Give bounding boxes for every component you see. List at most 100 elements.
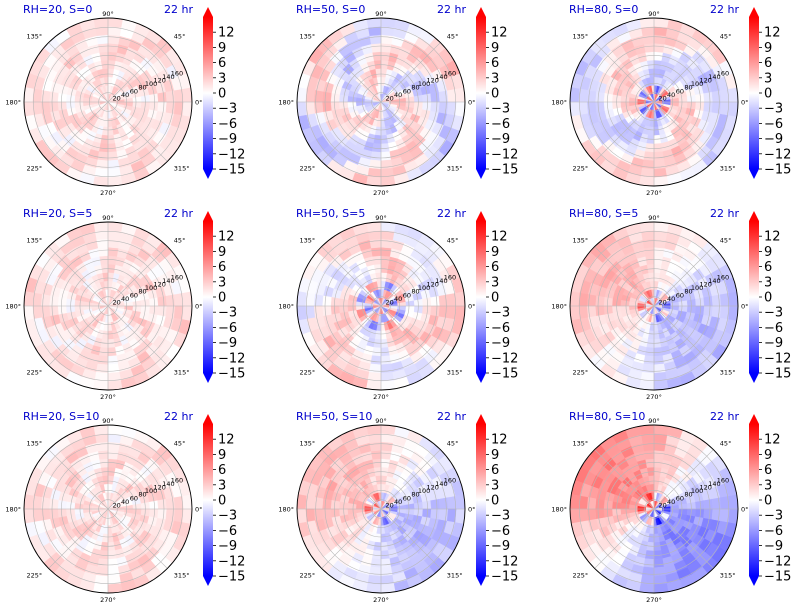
colorbar-tick-label: −9 <box>764 539 783 554</box>
angle-tick-label: 0° <box>468 99 475 107</box>
angular-gridline <box>653 246 714 307</box>
angle-tick-label: 315° <box>720 164 736 172</box>
angular-gridline <box>380 305 441 366</box>
colorbar-tick-label: −6 <box>218 524 237 539</box>
heat-cell <box>296 494 307 510</box>
radial-tick-label: 40 <box>121 91 129 99</box>
angle-tick-label: 180° <box>551 506 567 514</box>
heat-cell <box>157 508 168 520</box>
angle-tick-label: 90° <box>102 417 114 425</box>
angle-tick-label: 90° <box>102 214 114 222</box>
colorbar-tick-label: 6 <box>764 463 772 478</box>
colorbar-tick-label: −9 <box>491 132 510 147</box>
heat-cell <box>97 355 109 366</box>
angle-tick-label: 45° <box>720 237 732 245</box>
angle-tick-label: 270° <box>100 189 116 197</box>
polar-panel: 90°45°0°315°270°225°180°135°20 40 60 801001… <box>278 207 475 401</box>
colorbar-tick-label: −3 <box>491 509 510 524</box>
radial-tick-label: 160 <box>717 476 729 484</box>
heat-cell <box>40 508 51 521</box>
colorbar-tick-label: −15 <box>491 367 518 382</box>
heat-cell <box>96 159 109 170</box>
radial-tick-label: 60 <box>403 291 411 299</box>
radial-tick-label: 100 <box>418 80 430 88</box>
heat-cell <box>107 449 119 460</box>
angle-tick-label: 225° <box>27 368 43 376</box>
radial-tick-label: 140 <box>435 73 447 81</box>
colorbar-extend-min <box>749 373 759 383</box>
heat-cell <box>48 91 59 103</box>
heat-cell <box>438 101 449 114</box>
radial-tick-label: 40 <box>667 295 675 303</box>
heat-cell <box>643 449 655 460</box>
colorbar-extend-max <box>203 211 213 221</box>
angle-tick-label: 90° <box>375 214 387 222</box>
angular-gridline <box>321 42 382 103</box>
heat-cell <box>380 380 396 391</box>
angle-tick-label: 315° <box>720 571 736 579</box>
heat-cell <box>569 101 580 117</box>
heat-cell <box>157 91 168 103</box>
heat-cell <box>639 221 655 232</box>
radial-tick-label: 60 <box>130 291 138 299</box>
heat-cell <box>370 151 382 162</box>
radial-tick-label: 160 <box>171 69 183 77</box>
heat-cell <box>380 424 396 435</box>
heat-cell <box>40 305 51 318</box>
radial-tick-label: 40 <box>394 91 402 99</box>
colorbar-tick-label: −15 <box>764 163 791 178</box>
colorbar-tick-label: 3 <box>764 275 772 290</box>
angle-tick-label: 0° <box>195 99 202 107</box>
colorbar-tick-label: −3 <box>491 102 510 117</box>
heat-cell <box>321 508 332 520</box>
heat-cell <box>48 508 59 520</box>
polar-frame <box>23 221 193 391</box>
heat-cell <box>96 34 109 45</box>
angle-tick-label: 270° <box>100 393 116 401</box>
heat-cell <box>653 583 669 594</box>
colorbar-tick-label: 0 <box>491 291 499 306</box>
angular-gridline <box>380 101 441 162</box>
radial-tick-label: 160 <box>444 273 456 281</box>
heat-cell <box>728 494 739 510</box>
heat-cell <box>653 558 665 569</box>
heat-cell <box>313 305 324 318</box>
heat-cell <box>643 558 655 569</box>
heat-cell <box>48 498 59 510</box>
colorbar-tick-label: 0 <box>491 87 499 102</box>
heat-cell <box>97 42 109 53</box>
colorbar-tick-label: −6 <box>491 524 510 539</box>
colorbar-extend-max <box>749 211 759 221</box>
angular-gridline <box>107 42 168 103</box>
heat-cell <box>586 294 597 307</box>
angle-tick-label: 315° <box>447 571 463 579</box>
heat-cell <box>369 566 382 577</box>
colorbar-tick-label: −9 <box>218 539 237 554</box>
angle-tick-label: 225° <box>573 164 589 172</box>
heat-cell <box>653 42 665 53</box>
heat-cell <box>653 566 666 577</box>
heat-cell <box>653 176 669 187</box>
heat-cell <box>455 101 466 117</box>
heat-cell <box>157 498 168 510</box>
heat-cell <box>711 101 722 114</box>
heat-cell <box>653 34 666 45</box>
heat-cell <box>728 508 739 524</box>
heat-cell <box>642 566 655 577</box>
heat-cell <box>107 583 123 594</box>
radial-tick-label: 80 <box>411 84 419 92</box>
heat-cell <box>23 305 34 321</box>
colorbar-tick-label: −12 <box>491 351 518 366</box>
radial-tick-label: 120 <box>426 281 438 289</box>
radial-tick-label: 120 <box>426 77 438 85</box>
radial-tick-label: 160 <box>444 69 456 77</box>
heat-cell <box>703 295 714 307</box>
radial-tick-label: 60 <box>130 494 138 502</box>
heat-cell <box>23 87 34 103</box>
heat-cell <box>93 380 109 391</box>
radial-tick-label: 160 <box>717 273 729 281</box>
colorbar-tick-label: −15 <box>491 163 518 178</box>
heat-cell <box>182 291 193 307</box>
heat-cell <box>653 424 669 435</box>
heat-cell <box>653 17 669 28</box>
